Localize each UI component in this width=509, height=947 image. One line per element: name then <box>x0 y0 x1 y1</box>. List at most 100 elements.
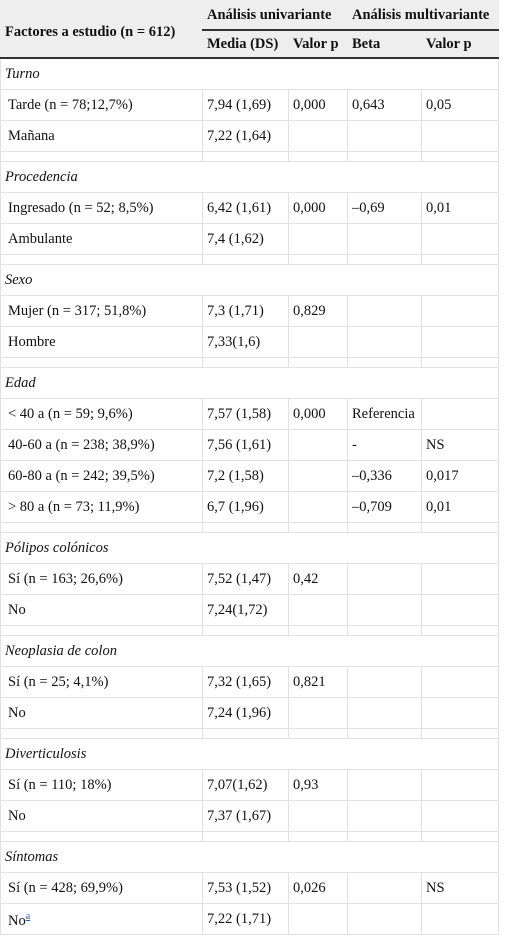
cell: 7,32 (1,65) <box>202 666 289 698</box>
spacer-cell <box>202 522 289 533</box>
cell: 0,01 <box>421 491 500 523</box>
cell: 7,07(1,62) <box>202 769 289 801</box>
cell: Mujer (n = 317; 51,8%) <box>0 295 203 327</box>
cell <box>421 563 500 595</box>
cell: 0,000 <box>287 192 349 224</box>
data-row: Sí (n = 163; 26,6%) 7,52 (1,47) 0,42 <box>0 563 500 595</box>
cell: Hombre <box>0 326 203 358</box>
section-row: Diverticulosis <box>0 738 500 770</box>
cell <box>287 903 349 935</box>
cell: 7,22 (1,64) <box>202 120 289 152</box>
spacer-row <box>0 254 500 265</box>
cell <box>347 872 423 904</box>
cell: 0,821 <box>287 666 349 698</box>
spacer-cell <box>202 357 289 368</box>
spacer-cell <box>421 728 500 739</box>
cell: 0,643 <box>347 89 423 121</box>
spacer-row <box>0 151 500 162</box>
cell <box>421 903 500 935</box>
cell <box>347 223 423 255</box>
cell: 7,94 (1,69) <box>202 89 289 121</box>
cell: No <box>0 594 203 626</box>
cell <box>347 326 423 358</box>
data-row: Mañana 7,22 (1,64) <box>0 120 500 152</box>
data-row: Sí (n = 428; 69,9%) 7,53 (1,52) 0,026 NS <box>0 872 500 904</box>
spacer-cell <box>347 522 423 533</box>
spacer-cell <box>287 357 349 368</box>
cell: 60-80 a (n = 242; 39,5%) <box>0 460 203 492</box>
spacer-cell <box>421 831 500 842</box>
cell <box>421 800 500 832</box>
cell: 0,05 <box>421 89 500 121</box>
cell <box>347 769 423 801</box>
cell: Sí (n = 428; 69,9%) <box>0 872 203 904</box>
cell <box>287 223 349 255</box>
spacer-cell <box>421 254 500 265</box>
cell <box>421 666 500 698</box>
cell: NS <box>421 872 500 904</box>
spacer-row <box>0 728 500 739</box>
section-row: Pólipos colónicos <box>0 532 500 564</box>
cell: No <box>0 800 203 832</box>
data-row: Mujer (n = 317; 51,8%) 7,3 (1,71) 0,829 <box>0 295 500 327</box>
spacer-cell <box>202 625 289 636</box>
cell <box>421 120 500 152</box>
spacer-cell <box>287 831 349 842</box>
cell: 7,24(1,72) <box>202 594 289 626</box>
cell <box>287 120 349 152</box>
cell: < 40 a (n = 59; 9,6%) <box>0 398 203 430</box>
spacer-cell <box>287 625 349 636</box>
cell: 6,7 (1,96) <box>202 491 289 523</box>
data-row: 40-60 a (n = 238; 38,9%) 7,56 (1,61) - NS <box>0 429 500 461</box>
cell <box>287 326 349 358</box>
footnote-link[interactable]: a <box>25 911 31 923</box>
spacer-cell <box>0 522 203 533</box>
cell: Tarde (n = 78;12,7%) <box>0 89 203 121</box>
cell <box>287 800 349 832</box>
data-row: Ambulante 7,4 (1,62) <box>0 223 500 255</box>
spacer-cell <box>202 254 289 265</box>
cell: 7,33(1,6) <box>202 326 289 358</box>
section-title: Edad <box>0 367 500 399</box>
cell: 0,017 <box>421 460 500 492</box>
cell: Mañana <box>0 120 203 152</box>
cell: Sí (n = 163; 26,6%) <box>0 563 203 595</box>
cell: Referencia <box>347 398 423 430</box>
cell <box>287 460 349 492</box>
spacer-cell <box>421 522 500 533</box>
spacer-cell <box>0 151 203 162</box>
cell: 7,24 (1,96) <box>202 697 289 729</box>
section-title: Procedencia <box>0 161 500 193</box>
cell: 0,01 <box>421 192 500 224</box>
spacer-cell <box>287 151 349 162</box>
spacer-row <box>0 357 500 368</box>
cell: 40-60 a (n = 238; 38,9%) <box>0 429 203 461</box>
section-row: Turno <box>0 57 500 90</box>
table-body: Turno Tarde (n = 78;12,7%) 7,94 (1,69) 0,00… <box>0 57 500 935</box>
cell: Noa <box>0 903 203 935</box>
header-cell: Factores a estudio (n = 612) <box>0 0 203 59</box>
cell <box>421 697 500 729</box>
data-row: < 40 a (n = 59; 9,6%) 7,57 (1,58) 0,000 Ref… <box>0 398 500 430</box>
header-cell: Valor p <box>421 29 500 59</box>
spacer-cell <box>421 151 500 162</box>
cell: 7,37 (1,67) <box>202 800 289 832</box>
cell <box>347 666 423 698</box>
cell <box>347 800 423 832</box>
section-title: Síntomas <box>0 841 500 873</box>
cell <box>421 594 500 626</box>
spacer-row <box>0 831 500 842</box>
section-row: Edad <box>0 367 500 399</box>
cell <box>421 223 500 255</box>
section-title: Sexo <box>0 264 500 296</box>
data-row: No 7,24(1,72) <box>0 594 500 626</box>
cell: –0,336 <box>347 460 423 492</box>
cell: –0,69 <box>347 192 423 224</box>
data-row: > 80 a (n = 73; 11,9%) 6,7 (1,96) –0,709 0,… <box>0 491 500 523</box>
spacer-cell <box>0 831 203 842</box>
spacer-cell <box>287 254 349 265</box>
cell <box>287 429 349 461</box>
spacer-cell <box>0 254 203 265</box>
cell: 6,42 (1,61) <box>202 192 289 224</box>
cell: Sí (n = 110; 18%) <box>0 769 203 801</box>
